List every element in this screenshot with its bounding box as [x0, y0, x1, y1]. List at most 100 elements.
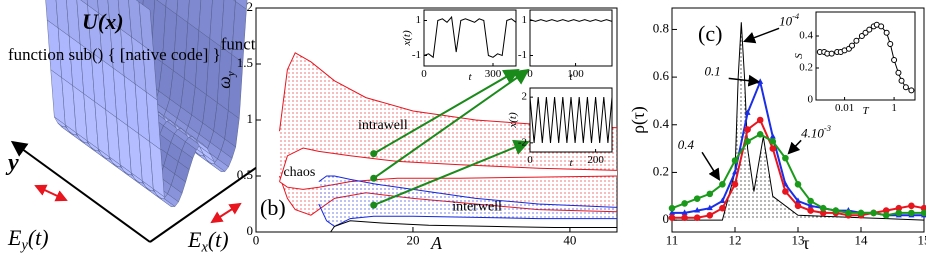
y-tick-label: 1 — [416, 14, 422, 26]
text-part: (t) — [208, 227, 229, 252]
y-tick-label: -2 — [518, 136, 527, 148]
x-axis-label: τ — [802, 233, 809, 253]
panel-label: (b) — [260, 195, 286, 220]
y-axis-label: x(t) — [401, 30, 413, 47]
x-tick-label: 1 — [891, 102, 897, 114]
marker — [668, 204, 676, 212]
surface-mesh — [187, 0, 202, 31]
x-axis-label: t — [468, 71, 472, 83]
label-arrow — [787, 139, 802, 155]
marker — [845, 209, 852, 217]
y-axis-label: S — [793, 53, 805, 59]
field-arrow — [210, 202, 242, 224]
marker — [719, 197, 726, 204]
marker — [694, 207, 701, 213]
y-tick-label: 0 — [808, 94, 814, 106]
text-part: T — [862, 105, 869, 117]
surface-mesh — [165, 0, 179, 15]
y-tick-label: 0.6 — [653, 68, 670, 83]
series-label: 10-4 — [779, 11, 800, 28]
x-tick-label: 200 — [587, 154, 604, 166]
region-boundary — [318, 203, 617, 227]
marker — [693, 214, 701, 222]
marker — [870, 209, 877, 217]
marker — [756, 130, 764, 138]
y-tick-label: 2 — [247, 0, 254, 14]
text-part: E — [7, 225, 22, 250]
text-part: ω — [214, 76, 234, 88]
marker — [782, 154, 789, 162]
field-arrow — [34, 184, 68, 202]
x-tick-label: 12 — [729, 233, 742, 248]
marker — [719, 204, 726, 212]
series-line — [423, 15, 517, 59]
region-boundary — [279, 147, 618, 182]
series-line — [529, 19, 613, 22]
panel-a — [10, 0, 287, 243]
field-label: Ex(t) — [187, 227, 229, 256]
text-part: x(t) — [507, 112, 519, 129]
region-fill — [318, 176, 617, 227]
y-tick-label: 0.4 — [799, 30, 813, 42]
text-part: 4.10 — [801, 125, 824, 140]
field-label: Ey(t) — [7, 225, 49, 254]
marker — [668, 214, 676, 222]
marker — [895, 69, 902, 76]
marker — [828, 50, 835, 57]
marker — [744, 126, 751, 133]
y-axis-label: x(t) — [507, 112, 519, 129]
text-part: -3 — [824, 123, 831, 133]
marker — [731, 157, 739, 164]
marker — [920, 209, 926, 217]
y-tick-label: 0.2 — [653, 163, 669, 178]
marker — [706, 212, 714, 219]
label-arrow — [701, 151, 721, 181]
marker — [882, 212, 890, 219]
marker — [849, 42, 856, 49]
marker — [731, 181, 739, 188]
state-point — [370, 174, 378, 182]
y-tick-label: 2 — [522, 91, 528, 103]
text-part: y — [19, 238, 28, 254]
text-part: y — [225, 70, 237, 77]
region-boundary — [318, 175, 618, 208]
text-part: U(x) — [82, 9, 124, 34]
marker — [756, 116, 764, 124]
pointer-arrow — [373, 68, 520, 155]
y-axis-label: ωy — [214, 70, 237, 88]
x-tick-label: 0 — [527, 154, 533, 166]
marker — [693, 195, 701, 202]
y-tick-label: 0.2 — [799, 62, 813, 74]
marker — [832, 207, 840, 214]
marker — [669, 209, 675, 215]
y-axis-label: ρ(τ) — [628, 106, 648, 134]
x-tick-label: 13 — [792, 233, 805, 248]
boundary-line — [330, 220, 617, 233]
y-tick-label: -1 — [518, 49, 527, 61]
surface-mesh — [235, 0, 248, 10]
surface-mesh — [233, 0, 236, 2]
marker — [769, 133, 776, 139]
series-label: 4.10-3 — [801, 123, 831, 140]
marker — [794, 181, 802, 188]
plot-frame — [529, 9, 613, 67]
x-tick-label: 20 — [406, 233, 419, 248]
text-part: -4 — [792, 11, 800, 21]
marker — [857, 209, 865, 217]
text-part: 0.1 — [704, 63, 720, 78]
marker — [769, 145, 777, 152]
marker — [769, 138, 777, 145]
y-axis-arrow — [10, 140, 151, 243]
label-arrow — [743, 27, 780, 44]
marker — [681, 209, 688, 215]
state-point — [370, 201, 378, 209]
surface-mesh — [176, 0, 190, 23]
marker — [891, 57, 898, 63]
marker — [807, 202, 814, 208]
marker — [719, 181, 726, 188]
marker — [878, 23, 885, 30]
text-part: A — [430, 233, 442, 253]
y-tick-label: 0.4 — [653, 116, 670, 131]
marker — [895, 209, 903, 217]
